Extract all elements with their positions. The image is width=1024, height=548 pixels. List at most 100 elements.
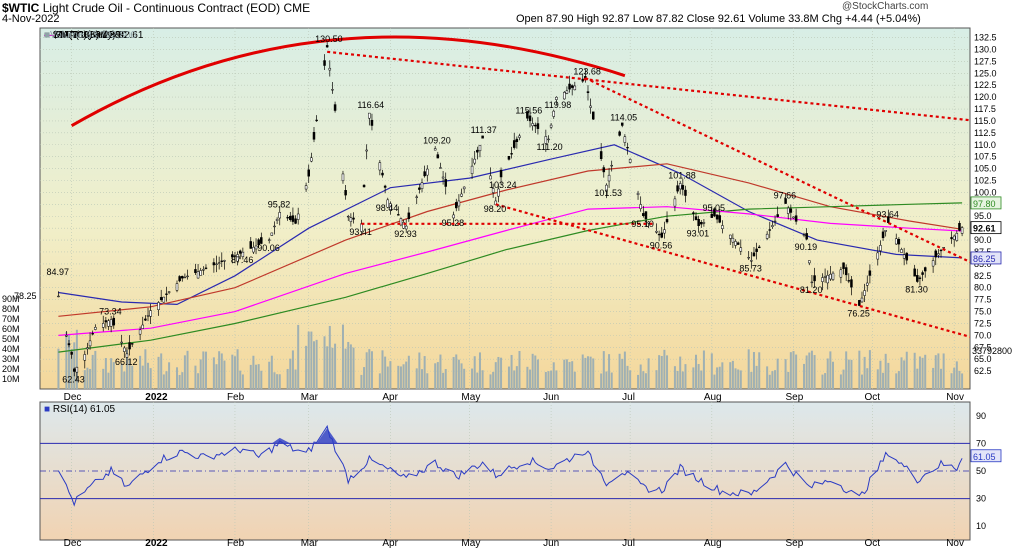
volume-bar	[766, 366, 769, 389]
price-candle	[607, 174, 611, 182]
volume-current-label: 33792800	[972, 346, 1012, 356]
volume-bar	[363, 367, 366, 389]
price-candle	[426, 168, 429, 176]
volume-bar	[231, 354, 234, 389]
volume-bar	[663, 349, 666, 389]
volume-bar	[695, 354, 698, 389]
price-candle	[418, 187, 421, 190]
price-candle	[829, 273, 832, 280]
volume-bar	[120, 363, 123, 389]
volume-bar	[571, 361, 574, 389]
price-candle	[792, 216, 795, 219]
volume-bar	[637, 374, 640, 389]
volume-bar	[257, 364, 260, 389]
volume-bar	[916, 368, 919, 389]
volume-bar	[415, 368, 418, 389]
price-candle	[765, 233, 769, 239]
legend-ma50: —MA(50) 86.25	[44, 30, 115, 41]
price-candle	[739, 247, 743, 252]
price-candle	[866, 282, 869, 286]
volume-bar	[260, 370, 263, 389]
price-point-label: 101.53	[594, 188, 622, 198]
price-candle	[238, 250, 242, 254]
volume-bar	[444, 369, 447, 389]
rsi-line	[57, 424, 963, 507]
price-candle	[107, 320, 110, 327]
price-candle	[270, 232, 274, 236]
price-candle	[296, 213, 300, 220]
volume-bar	[526, 366, 529, 389]
price-candle	[452, 214, 455, 219]
price-candle	[323, 60, 326, 66]
price-candle	[663, 229, 666, 234]
month-label-top: 2022	[145, 392, 168, 403]
price-candle	[784, 198, 787, 204]
price-candle	[620, 122, 624, 126]
volume-bar	[370, 351, 373, 389]
price-candle	[589, 105, 592, 108]
volume-bar	[162, 374, 165, 389]
price-tick-label: 102.5	[974, 176, 997, 186]
instrument-name: Light Crude Oil - Continuous Contract (E…	[42, 1, 281, 15]
volume-bar	[183, 355, 186, 389]
volume-bar	[457, 359, 460, 389]
price-candle	[599, 151, 603, 159]
price-candle	[586, 91, 590, 94]
price-candle	[918, 277, 922, 279]
rsi-tick-label: 90	[976, 411, 986, 421]
volume-bar	[903, 360, 906, 389]
price-tag-label: 92.61	[973, 224, 996, 234]
volume-bar	[276, 374, 279, 389]
volume-bar	[805, 355, 808, 389]
price-candle	[805, 233, 808, 240]
price-candle	[642, 213, 645, 217]
price-point-label: 92.93	[394, 229, 417, 239]
volume-bar	[268, 361, 271, 389]
price-point-label: 81.30	[905, 285, 928, 295]
volume-bar	[758, 352, 761, 389]
price-candle	[747, 256, 750, 259]
volume-bar	[887, 362, 890, 389]
price-tag-box	[970, 196, 1002, 210]
price-candle	[858, 300, 861, 306]
volume-bar	[434, 363, 437, 389]
legend-volume: ■Volume 33,792,800	[44, 30, 137, 41]
price-tick-label: 82.5	[974, 271, 992, 281]
volume-bar	[584, 357, 587, 389]
price-point-label: 90.06	[257, 243, 280, 253]
month-label-bottom: May	[461, 538, 480, 548]
volume-bar	[884, 353, 887, 389]
volume-bar	[824, 373, 827, 389]
price-candle	[916, 275, 919, 282]
price-candle	[57, 295, 60, 298]
price-candle	[331, 89, 334, 91]
volume-bar	[600, 373, 603, 389]
volume-bar	[312, 341, 315, 389]
price-candle	[731, 237, 735, 243]
price-candle	[626, 146, 629, 149]
volume-bar	[866, 368, 869, 389]
price-candle	[194, 269, 197, 273]
price-candle	[937, 253, 940, 256]
price-candle	[644, 211, 648, 220]
month-label-top: Nov	[946, 392, 964, 403]
price-candle	[700, 221, 703, 225]
volume-bar	[850, 359, 853, 389]
price-tick-label: 75.0	[974, 307, 992, 317]
volume-bar	[481, 370, 484, 389]
price-candle	[831, 272, 835, 280]
month-label-bottom: Mar	[301, 538, 319, 548]
price-candle	[549, 124, 553, 128]
price-candle	[681, 185, 685, 190]
price-candle	[91, 333, 94, 335]
volume-bar	[291, 350, 294, 389]
price-point-label: 95.82	[268, 199, 291, 209]
price-candle	[931, 260, 935, 267]
price-candle	[481, 135, 484, 139]
price-candle	[457, 200, 461, 207]
price-candle	[178, 276, 181, 282]
price-candle	[415, 196, 418, 198]
price-point-label: 130.50	[315, 34, 343, 44]
volume-bar	[107, 372, 110, 389]
